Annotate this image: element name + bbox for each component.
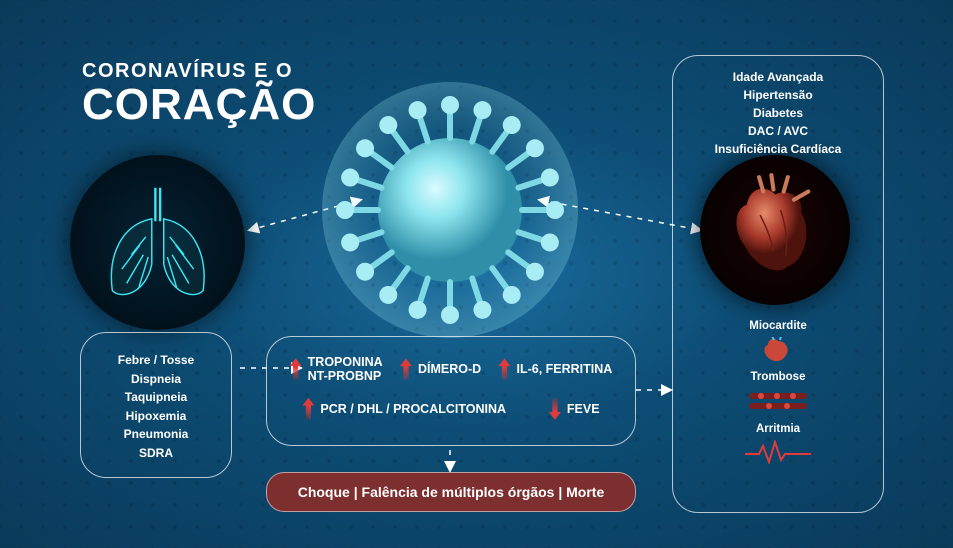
- symptom-item: Dispneia: [89, 370, 223, 389]
- biomarker-label: DÍMERO-D: [418, 362, 481, 376]
- title-line-2: CORAÇÃO: [82, 83, 316, 127]
- symptom-item: Taquipneia: [89, 388, 223, 407]
- risk-factor-item: Insuficiência Cardíaca: [681, 140, 875, 158]
- complication-label: Miocardite: [681, 318, 875, 335]
- biomarker-item: DÍMERO-D: [400, 358, 481, 380]
- symptom-item: Febre / Tosse: [89, 351, 223, 370]
- risk-factors-list: Idade AvançadaHipertensãoDiabetesDAC / A…: [681, 68, 875, 158]
- symptom-item: Hipoxemia: [89, 407, 223, 426]
- symptoms-panel: Febre / TosseDispneiaTaquipneiaHipoxemia…: [80, 332, 232, 478]
- complications-list: Miocardite Trombose Arritmia: [681, 318, 875, 464]
- arrow-up-icon: [290, 358, 302, 380]
- vessels-icon: [743, 389, 813, 413]
- biomarker-label: IL-6, FERRITINA: [516, 362, 612, 376]
- arrow-up-icon: [400, 358, 412, 380]
- risk-factor-item: Diabetes: [681, 104, 875, 122]
- ecg-icon: [743, 440, 813, 464]
- lungs-icon: [86, 171, 230, 315]
- biomarkers-panel: TROPONINA NT-PROBNP DÍMERO-D IL-6, FERRITI…: [266, 336, 636, 446]
- complication-item: Trombose: [681, 369, 875, 412]
- risk-factor-item: DAC / AVC: [681, 122, 875, 140]
- arrow-up-icon: [498, 358, 510, 380]
- biomarker-item: FEVE: [549, 398, 600, 420]
- biomarker-label: FEVE: [567, 402, 600, 416]
- complication-label: Arritmia: [681, 421, 875, 438]
- complication-label: Trombose: [681, 369, 875, 386]
- right-panel: Idade AvançadaHipertensãoDiabetesDAC / A…: [672, 55, 884, 513]
- virus-illustration: [320, 80, 580, 340]
- biomarker-item: IL-6, FERRITINA: [498, 358, 612, 380]
- outcome-panel: Choque | Falência de múltiplos órgãos | …: [266, 472, 636, 512]
- mini-heart-icon: [743, 337, 813, 361]
- symptom-item: SDRA: [89, 444, 223, 463]
- outcome-text: Choque | Falência de múltiplos órgãos | …: [298, 484, 605, 500]
- biomarker-item: TROPONINA NT-PROBNP: [290, 355, 383, 384]
- complication-item: Arritmia: [681, 421, 875, 464]
- biomarker-item: PCR / DHL / PROCALCITONINA: [302, 398, 506, 420]
- risk-factor-item: Idade Avançada: [681, 68, 875, 86]
- complication-item: Miocardite: [681, 318, 875, 361]
- arrow-up-icon: [302, 398, 314, 420]
- symptom-item: Pneumonia: [89, 425, 223, 444]
- biomarker-label: TROPONINA NT-PROBNP: [308, 355, 383, 384]
- page-title: CORONAVÍRUS E O CORAÇÃO: [82, 60, 316, 127]
- lungs-illustration: [70, 155, 245, 330]
- risk-factor-item: Hipertensão: [681, 86, 875, 104]
- virus-icon: [320, 80, 580, 340]
- biomarker-label: PCR / DHL / PROCALCITONINA: [320, 402, 506, 416]
- arrow-down-icon: [549, 398, 561, 420]
